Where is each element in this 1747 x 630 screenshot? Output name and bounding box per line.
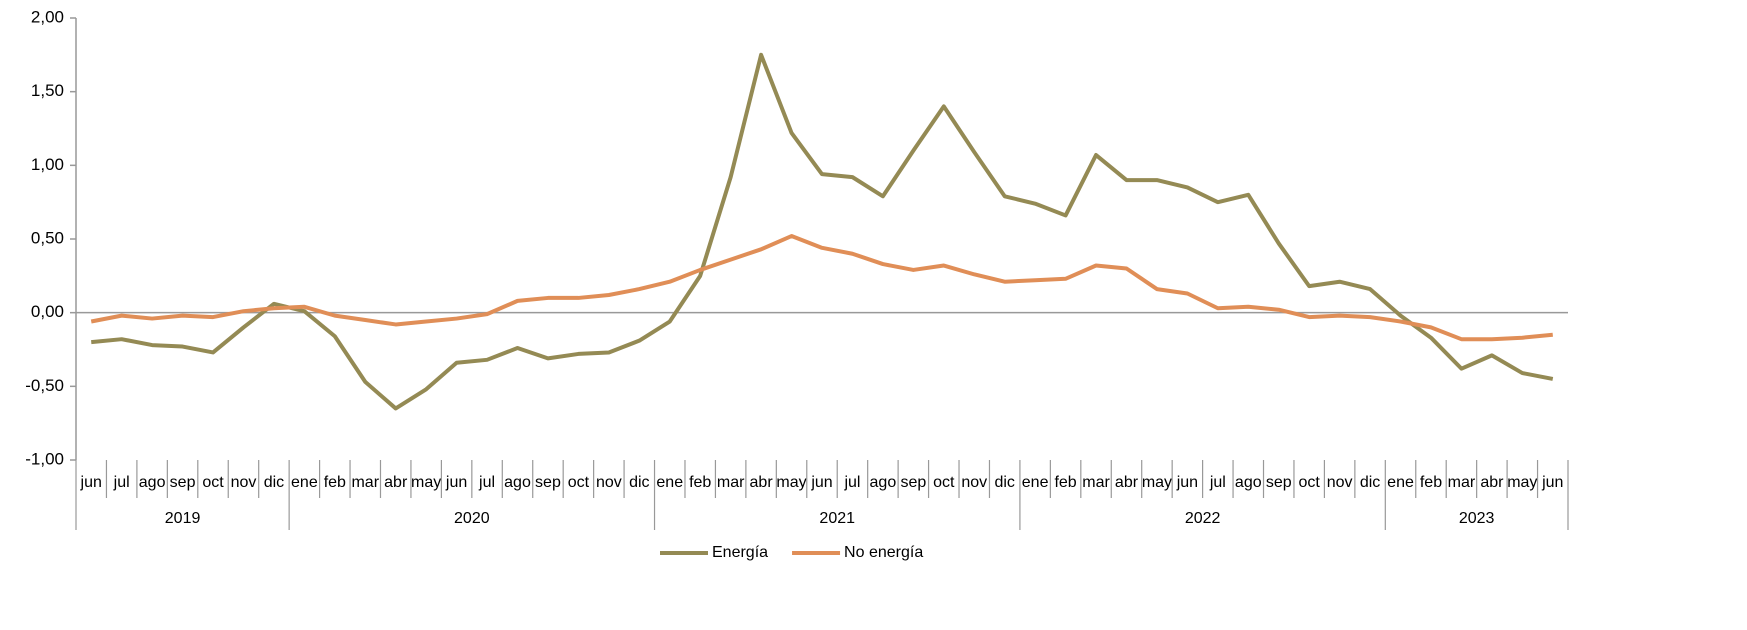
x-tick-label: abr: [1480, 474, 1504, 491]
x-tick-label: jun: [445, 474, 467, 491]
x-tick-label: ene: [291, 474, 318, 491]
x-tick-label: mar: [1082, 474, 1110, 491]
x-tick-label: ene: [1022, 474, 1049, 491]
x-tick-label: may: [1507, 474, 1537, 491]
year-label: 2022: [1185, 510, 1221, 527]
x-tick-label: jul: [843, 474, 860, 491]
x-tick-label: nov: [961, 474, 987, 491]
x-tick-label: nov: [231, 474, 257, 491]
year-label: 2019: [165, 510, 201, 527]
x-tick-label: dic: [1360, 474, 1380, 491]
x-tick-label: jun: [810, 474, 832, 491]
x-tick-label: dic: [264, 474, 284, 491]
series-line: [90, 234, 1553, 342]
year-label: 2021: [819, 510, 855, 527]
x-tick-label: nov: [1327, 474, 1353, 491]
y-tick-label: 0,00: [31, 302, 64, 321]
legend-label: Energía: [712, 544, 768, 561]
x-tick-label: jun: [1541, 474, 1563, 491]
x-tick-label: ene: [656, 474, 683, 491]
y-tick-label: 2,00: [31, 7, 64, 26]
x-tick-label: abr: [750, 474, 774, 491]
x-tick-label: feb: [689, 474, 711, 491]
x-tick-label: dic: [629, 474, 649, 491]
y-tick-label: 1,00: [31, 155, 64, 174]
x-tick-label: mar: [717, 474, 745, 491]
legend-label: No energía: [844, 544, 923, 561]
x-tick-label: jul: [1209, 474, 1226, 491]
x-tick-label: jul: [478, 474, 495, 491]
x-tick-label: sep: [535, 474, 561, 491]
x-tick-label: abr: [384, 474, 408, 491]
x-tick-label: nov: [596, 474, 622, 491]
x-tick-label: feb: [324, 474, 346, 491]
x-tick-label: dic: [994, 474, 1014, 491]
x-tick-label: ago: [504, 474, 531, 491]
x-tick-label: ago: [870, 474, 897, 491]
x-tick-label: oct: [1299, 474, 1321, 491]
x-tick-label: oct: [933, 474, 955, 491]
x-tick-label: jul: [113, 474, 130, 491]
x-tick-label: ago: [1235, 474, 1262, 491]
x-tick-label: may: [1142, 474, 1172, 491]
x-tick-label: ago: [139, 474, 166, 491]
x-tick-label: may: [776, 474, 806, 491]
y-tick-label: 1,50: [31, 81, 64, 100]
series-line: [91, 52, 1554, 411]
x-tick-label: sep: [900, 474, 926, 491]
x-tick-label: may: [411, 474, 441, 491]
x-tick-label: mar: [351, 474, 379, 491]
y-tick-label: 0,50: [31, 228, 64, 247]
year-label: 2023: [1459, 510, 1495, 527]
x-tick-label: sep: [1266, 474, 1292, 491]
x-tick-label: jun: [80, 474, 102, 491]
x-tick-label: feb: [1054, 474, 1076, 491]
x-tick-label: abr: [1115, 474, 1139, 491]
x-tick-label: oct: [568, 474, 590, 491]
x-tick-label: feb: [1420, 474, 1442, 491]
x-tick-label: ene: [1387, 474, 1414, 491]
y-tick-label: -1,00: [25, 449, 64, 468]
x-tick-label: mar: [1448, 474, 1476, 491]
y-tick-label: -0,50: [25, 376, 64, 395]
year-label: 2020: [454, 510, 490, 527]
x-tick-label: sep: [170, 474, 196, 491]
x-tick-label: oct: [202, 474, 224, 491]
x-tick-label: jun: [1176, 474, 1198, 491]
